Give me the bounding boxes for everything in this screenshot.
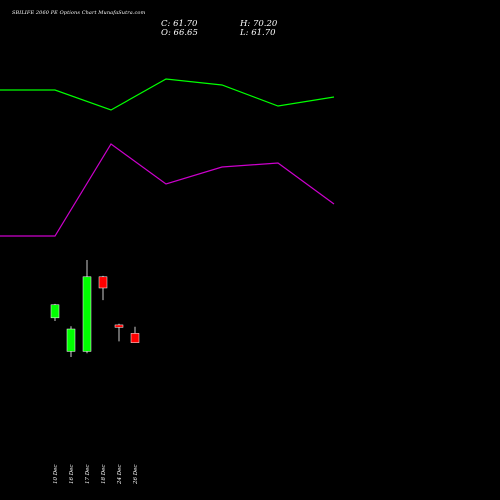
candle-body [66,328,76,352]
candle-body [50,304,60,319]
x-tick-label: 10 Dec [53,465,59,485]
x-tick-label: 16 Dec [69,465,75,485]
overlay-line-green [0,78,335,111]
candle-body [130,333,140,343]
x-tick-label: 26 Dec [133,465,139,486]
x-tick-label: 24 Dec [117,465,123,486]
open-readout: O: 66.65 [161,28,198,38]
low-readout: L: 61.70 [240,28,276,38]
candle-body [114,324,124,328]
x-tick-label: 18 Dec [101,465,107,485]
high-readout: H: 70.20 [240,19,278,29]
candle-body [82,276,92,352]
x-tick-label: 17 Dec [85,465,91,485]
candle-body [98,276,108,289]
close-readout: C: 61.70 [161,19,198,29]
chart-title: SBILIFE 2060 PE Options Chart MunafaSutr… [12,10,146,16]
overlay-line-purple [0,143,335,237]
